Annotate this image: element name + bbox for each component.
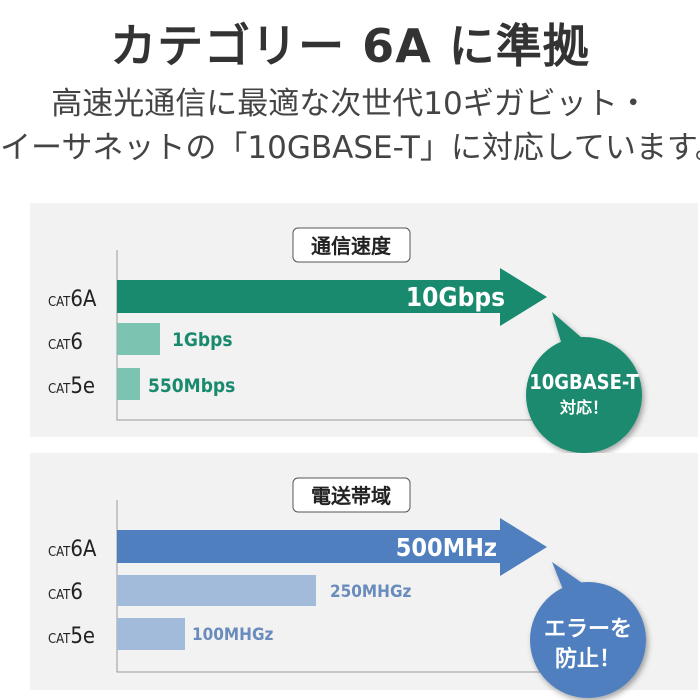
heading-box <box>292 477 411 513</box>
bar-cat6a <box>117 518 547 576</box>
bar-cat5e <box>117 618 185 650</box>
subtitle-line-1: 高速光通信に最適な次世代10ギガビット・ <box>51 86 649 122</box>
svg-text:CAT6: CAT6 <box>48 580 83 605</box>
bar-cat6a <box>117 268 547 326</box>
bandwidth-heading: 電送帯域 <box>311 484 391 508</box>
page-title: カテゴリー 6A に準拠 <box>110 19 590 73</box>
speed-heading: 通信速度 <box>311 234 392 258</box>
bar-value-cat6: 1Gbps <box>172 329 233 351</box>
bar-value-cat6a: 500MHz <box>396 533 497 562</box>
svg-text:CAT6: CAT6 <box>48 330 83 355</box>
svg-text:CAT5e: CAT5e <box>48 624 95 649</box>
bar-cat5e <box>117 368 140 400</box>
bar-value-cat5e: 100MHGz <box>192 625 273 645</box>
bar-cat6 <box>117 575 316 606</box>
row-labels: CAT6A CAT6 CAT5e <box>48 537 97 649</box>
bar-value-cat6a: 10Gbps <box>406 283 505 313</box>
bar-value-cat5e: 550Mbps <box>148 375 235 397</box>
bubble-text-line-2: 対応！ <box>559 398 608 417</box>
bar-cat6 <box>117 323 160 355</box>
speech-bubble <box>526 312 642 453</box>
bubble-text-line-2: 防止！ <box>555 647 621 672</box>
svg-text:CAT6A: CAT6A <box>48 287 97 312</box>
speech-bubble <box>530 562 646 698</box>
svg-text:CAT5e: CAT5e <box>48 374 95 399</box>
speed-panel: 通信速度 10Gbps 1Gbps 550Mbps CAT6A CAT6 CAT… <box>30 203 698 453</box>
bubble-text-line-1: 10GBASE-T <box>529 370 639 394</box>
heading-box <box>292 227 411 263</box>
bar-value-cat6: 250MHGz <box>330 582 411 602</box>
svg-text:CAT6A: CAT6A <box>48 537 97 562</box>
bubble-text-line-1: エラーを <box>544 617 632 642</box>
row-labels: CAT6A CAT6 CAT5e <box>48 287 97 399</box>
subtitle-line-2: イーサネットの「10GBASE-T」に対応しています。 <box>0 130 700 166</box>
bandwidth-panel: 電送帯域 500MHz 250MHGz 100MHGz CAT6A CAT6 C… <box>30 453 698 698</box>
